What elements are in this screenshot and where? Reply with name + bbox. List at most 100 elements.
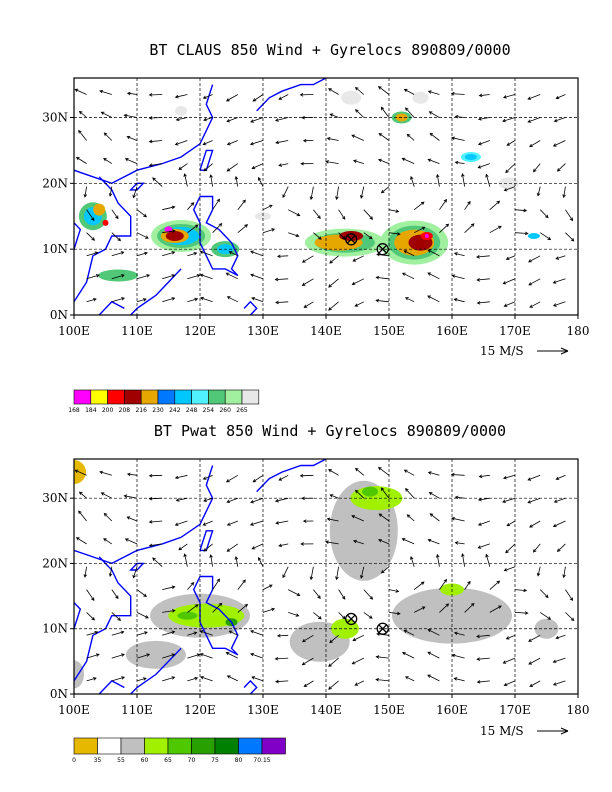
gyre-location-marker — [376, 622, 389, 635]
wind-vector — [86, 251, 99, 257]
colorbar-label: 260 — [219, 407, 231, 414]
wind-vector — [132, 186, 138, 199]
gyre-location-marker — [345, 612, 358, 626]
wind-vector — [439, 578, 447, 590]
colorbar-label: 208 — [119, 407, 131, 414]
colorbar-swatch — [261, 737, 286, 755]
wind-vector — [453, 252, 465, 257]
colorbar-swatch — [167, 737, 192, 755]
lon-tick-label: 150E — [373, 324, 405, 338]
coastline — [74, 176, 132, 303]
lon-tick-label: 180 — [567, 324, 590, 338]
wind-vector — [427, 295, 440, 303]
wind-vector — [86, 232, 95, 241]
wind-vector — [375, 655, 390, 659]
wind-vector — [148, 473, 163, 478]
wind-vector — [353, 539, 364, 545]
colorbar-label: 230 — [152, 407, 164, 414]
wind-vector — [250, 273, 264, 280]
wind-vector — [489, 225, 502, 234]
wind-vector — [377, 467, 390, 476]
wind-vector — [532, 163, 541, 173]
claus-shade — [412, 91, 429, 104]
wind-vector — [464, 602, 475, 613]
wind-vector — [183, 553, 188, 567]
lon-tick-label: 110E — [121, 703, 153, 717]
wind-vector — [203, 163, 213, 172]
colorbar-label: 70 — [188, 757, 196, 764]
wind-vector — [454, 541, 465, 545]
wind-vector — [99, 89, 112, 95]
lon-tick-label: 170E — [499, 324, 531, 338]
coastline — [74, 465, 214, 565]
wind-vector — [258, 176, 264, 187]
wind-vector — [453, 677, 465, 682]
colorbar-label: 242 — [169, 407, 181, 414]
wind-vector — [454, 495, 465, 500]
wind-vector — [282, 566, 289, 579]
wind-vector — [275, 679, 289, 684]
wind-vector — [262, 204, 273, 211]
wind-vector — [427, 90, 440, 95]
colorbar-label: 0 — [72, 757, 76, 764]
wind-vector — [309, 186, 314, 201]
wind-vector — [136, 251, 148, 257]
colorbar-swatch — [144, 737, 169, 755]
wind-vector — [565, 232, 575, 242]
wind-vector — [514, 231, 529, 236]
wind-vector — [388, 589, 400, 593]
panel1-colorbar: 168 184 200 208 216 230 242 248 254 260 265 — [68, 389, 260, 414]
wind-vector — [505, 163, 516, 174]
wind-vector — [454, 114, 465, 119]
wind-vector — [303, 301, 314, 308]
wind-vector — [329, 634, 339, 644]
lon-tick-label: 130E — [247, 703, 279, 717]
wind-vector — [86, 298, 97, 303]
colorbar-swatch — [241, 389, 260, 405]
wind-vector — [258, 556, 264, 567]
colorbar-swatch — [238, 737, 263, 755]
wind-vector — [427, 158, 440, 164]
wind-vector — [251, 676, 264, 682]
wind-vector — [300, 542, 314, 546]
wind-vector — [278, 474, 289, 481]
wind-vector — [78, 491, 87, 499]
wind-vector — [162, 609, 176, 613]
lon-tick-label: 110E — [121, 324, 153, 338]
wind-vector — [136, 232, 149, 239]
wind-vector — [451, 136, 465, 141]
wind-vector — [162, 676, 176, 682]
wind-vector — [380, 487, 390, 499]
wind-vector — [555, 634, 566, 640]
wind-vector — [313, 232, 322, 240]
panel1-map: 100E 110E 120E 130E 140E 150E 160E 170E 180 0N 10N… — [42, 77, 590, 338]
wind-vector — [301, 255, 314, 263]
wind-vector — [288, 589, 301, 596]
wind-vector — [360, 186, 365, 199]
wind-vector — [377, 86, 390, 95]
wind-vector — [313, 209, 321, 220]
wind-vector — [378, 539, 390, 545]
wind-vector — [203, 543, 213, 552]
wind-vector — [404, 676, 415, 682]
wind-vector — [111, 209, 119, 220]
wind-vector — [403, 88, 415, 95]
wind-vector — [178, 163, 188, 170]
wind-vector — [503, 301, 516, 307]
wind-vector — [75, 156, 87, 164]
wind-vector — [187, 676, 199, 682]
wind-vector — [86, 589, 95, 601]
wind-vector — [335, 186, 339, 201]
wind-vector — [553, 497, 566, 503]
wind-vector — [251, 543, 264, 550]
wind-vector — [226, 543, 239, 552]
wind-vector — [103, 538, 113, 545]
wind-vector — [299, 93, 314, 97]
wind-vector — [436, 553, 440, 567]
lat-tick-label: 30N — [42, 111, 68, 125]
pwat-shade — [177, 611, 198, 620]
wind-vector — [403, 250, 415, 257]
gyre-location-marker — [376, 243, 389, 256]
wind-vector — [199, 250, 213, 257]
wind-vector — [212, 578, 220, 590]
